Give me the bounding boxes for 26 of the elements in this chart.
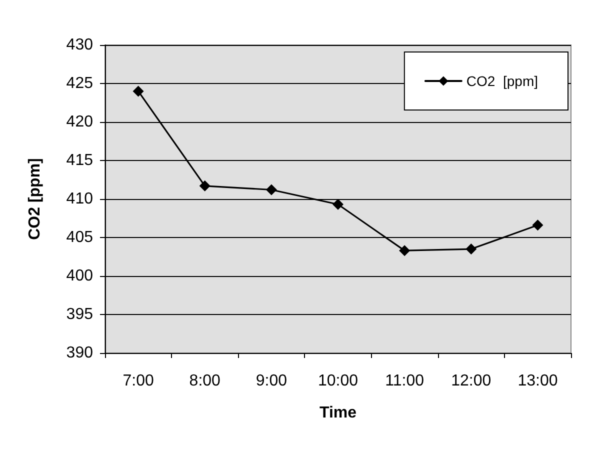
point: [399, 245, 410, 256]
y-tick-label: 405: [66, 229, 94, 246]
point: [266, 184, 277, 196]
x-tick-label: 9:00: [256, 372, 288, 390]
y-tick-label: 390: [66, 344, 94, 362]
y-tick-label: 425: [66, 75, 94, 92]
legend-label: CO2 [ppm]: [466, 73, 538, 89]
point: [466, 244, 477, 255]
y-tick-label: 430: [66, 36, 94, 54]
y-tick-label: 420: [66, 114, 94, 130]
y-tick-label: 415: [66, 152, 94, 169]
point: [532, 220, 544, 231]
x-tick-label: 12:00: [451, 372, 492, 390]
x-tick-label: 13:00: [518, 372, 558, 390]
y-tick-label: 410: [66, 190, 94, 208]
x-tick-label: 10:00: [318, 372, 358, 390]
y-axis-title: CO2 [ppm]: [26, 158, 44, 240]
x-tick-label: 8:00: [189, 372, 221, 390]
y-tick-label: 395: [66, 306, 94, 323]
x-tick-label: 11:00: [385, 372, 424, 390]
x-axis-title: Time: [319, 404, 357, 422]
point: [199, 180, 210, 192]
point: [332, 198, 344, 210]
point: [132, 86, 144, 97]
y-tick-label: 400: [66, 268, 94, 284]
x-tick-label: 7:00: [122, 372, 154, 390]
